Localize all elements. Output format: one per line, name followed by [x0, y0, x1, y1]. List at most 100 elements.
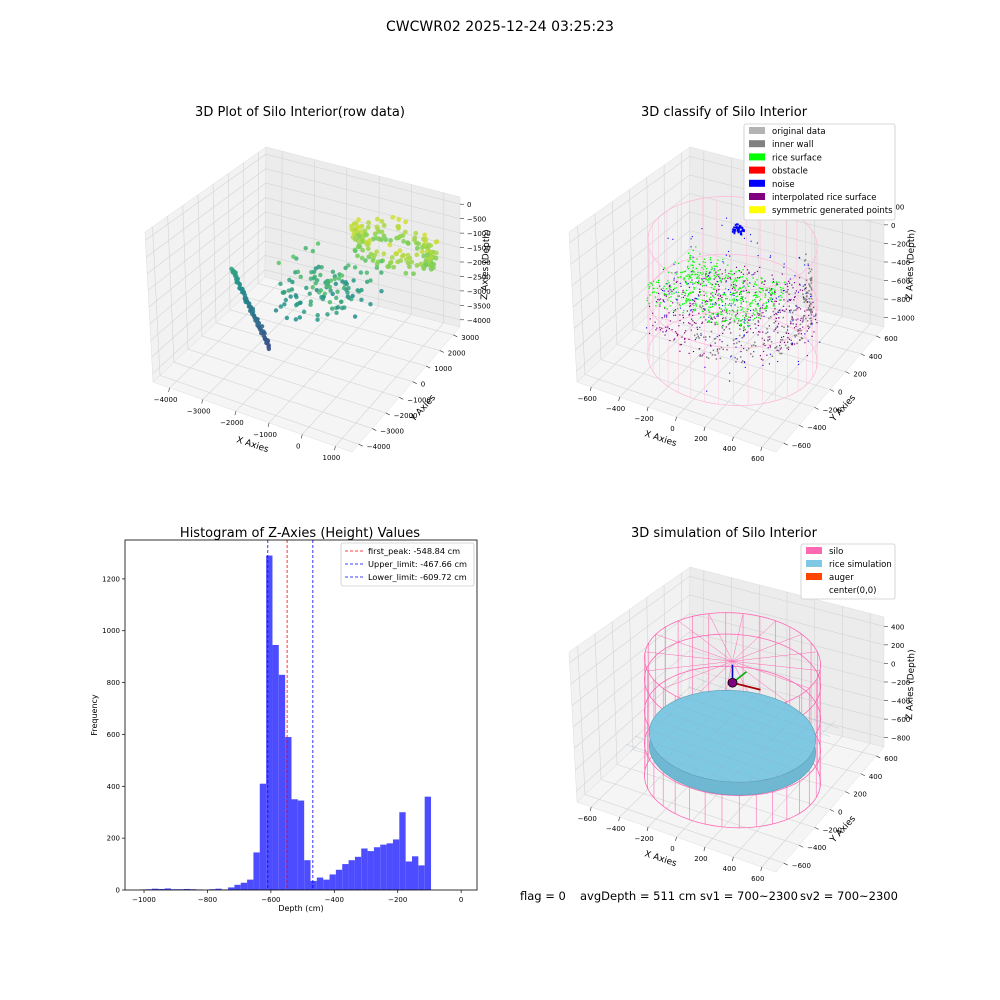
rice-surface-point [703, 265, 705, 267]
interpolated-point [699, 291, 701, 294]
interpolated-point [718, 275, 720, 278]
inner-wall-point [699, 355, 701, 357]
interpolated-point [800, 317, 802, 319]
interpolated-point [679, 314, 681, 316]
noise-point [797, 291, 800, 293]
rice-surface-point [734, 283, 736, 286]
rice-surface-point [668, 282, 670, 284]
histogram-bar [285, 737, 292, 890]
legend-swatch [749, 206, 765, 214]
histogram-bar [399, 812, 406, 890]
interpolated-point [709, 336, 711, 338]
raw-point [346, 295, 352, 301]
interpolated-point [768, 325, 770, 327]
interpolated-point [717, 284, 719, 286]
rice-surface-point [756, 310, 758, 312]
noise-point [750, 310, 752, 312]
noise-point [762, 304, 764, 306]
legend-swatch [749, 179, 765, 187]
inner-wall-point [803, 288, 806, 291]
inner-wall-point [731, 309, 734, 312]
inner-wall-point [810, 282, 813, 284]
rice-surface-point [744, 329, 747, 331]
interpolated-point [726, 349, 728, 351]
interpolated-point [678, 295, 680, 297]
reference-lines [267, 540, 314, 890]
rice-surface-point [688, 278, 690, 280]
noise-point [806, 301, 809, 303]
figure-suptitle: CWCWR02 2025-12-24 03:25:23 [386, 19, 614, 35]
rice-surface-point [682, 311, 684, 314]
inner-wall-point [809, 285, 811, 288]
interpolated-point [684, 294, 686, 297]
inner-wall-point [757, 321, 760, 323]
x-tick-label: −1000 [253, 431, 277, 439]
rice-surface-point [745, 312, 747, 314]
rice-surface-point [676, 273, 678, 275]
raw-point [311, 269, 317, 275]
interpolated-point [717, 297, 720, 300]
histogram-bar [310, 880, 317, 890]
rice-surface-point [665, 294, 667, 296]
interpolated-point [667, 290, 669, 292]
inner-wall-point [803, 314, 805, 317]
rice-surface-point [687, 260, 689, 262]
raw-point [365, 224, 371, 230]
rice-surface-point [712, 288, 715, 290]
silo-spoke [732, 620, 776, 662]
subplot-title: 3D Plot of Silo Interior(row data) [195, 105, 405, 120]
rice-surface-point [740, 299, 742, 302]
noise-point [741, 227, 744, 230]
noise-point [705, 319, 707, 321]
interpolated-point [738, 341, 740, 343]
rice-surface-point [721, 300, 723, 302]
inner-wall-point [810, 289, 813, 291]
raw-point [411, 271, 416, 277]
raw-point [282, 302, 287, 307]
histogram-bar [304, 860, 311, 890]
y-tick [876, 335, 881, 339]
noise-point [744, 366, 746, 368]
rice-surface-point [686, 283, 688, 285]
legend-frame [743, 123, 896, 221]
raw-point [364, 270, 370, 275]
interpolated-point [770, 289, 772, 291]
rice-surface-point [768, 287, 771, 290]
inner-wall-point [734, 338, 737, 340]
rice-surface-point [699, 290, 702, 293]
interpolated-point [793, 296, 796, 298]
noise-point [722, 261, 724, 263]
rice-surface-point [733, 311, 735, 313]
rice-surface-point [738, 288, 740, 290]
rice-surface-point [651, 282, 653, 285]
raw-point [330, 291, 335, 297]
rice-surface-point [741, 308, 743, 311]
interpolated-point [690, 329, 692, 331]
rice-surface-point [739, 292, 741, 294]
noise-point [735, 346, 737, 348]
raw-point [340, 305, 345, 311]
x-tick-label: 400 [723, 445, 736, 453]
rice-surface-point [720, 311, 723, 314]
rice-surface-point [703, 258, 706, 260]
inner-wall-point [810, 276, 813, 279]
noise-point [743, 290, 745, 292]
noise-point [799, 284, 801, 286]
interpolated-point [763, 283, 765, 286]
rice-surface-point [771, 297, 773, 299]
rice-surface-point [711, 318, 713, 320]
rice-surface-point [696, 298, 698, 300]
rice-surface-point [698, 277, 701, 279]
inner-wall-point [808, 301, 811, 303]
interpolated-point [709, 344, 712, 346]
interpolated-point [691, 303, 693, 305]
noise-point [792, 320, 794, 322]
inner-wall-point [736, 322, 739, 325]
raw-point [351, 221, 357, 227]
inner-wall-point [810, 295, 813, 297]
rice-surface-point [646, 297, 649, 299]
interpolated-point [693, 299, 695, 301]
noise-point [722, 305, 724, 307]
rice-surface-point [721, 301, 724, 303]
rice-surface-point [765, 301, 767, 304]
